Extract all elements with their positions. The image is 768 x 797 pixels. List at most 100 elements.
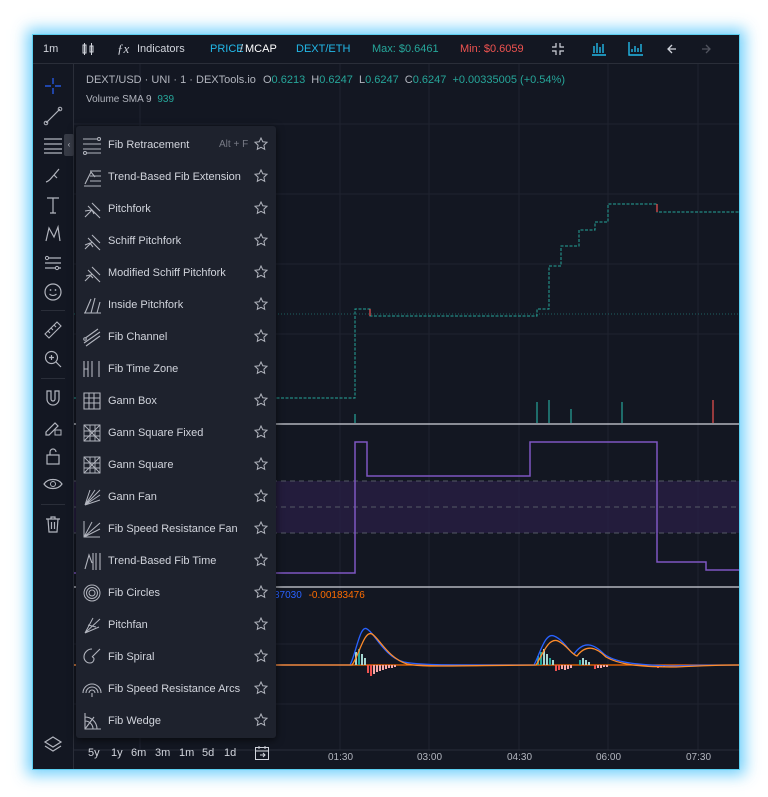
menu-item-gann-box[interactable]: Gann Box: [76, 385, 276, 417]
star-icon[interactable]: [254, 585, 268, 599]
zoom-in-icon[interactable]: [43, 349, 63, 369]
star-icon[interactable]: [254, 297, 268, 311]
candlestick-icon[interactable]: [81, 42, 95, 56]
redo-icon[interactable]: [697, 42, 711, 56]
menu-item-label: Gann Box: [108, 395, 157, 407]
fib-circles-icon: [83, 584, 101, 602]
price-change: +0.00335005 (+0.54%): [452, 74, 565, 86]
star-icon[interactable]: [254, 649, 268, 663]
indicators-icon[interactable]: ƒx: [117, 41, 130, 56]
time-tick: 03:00: [417, 752, 443, 763]
range-3m[interactable]: 3m: [155, 747, 171, 759]
volume-bars-icon[interactable]: [591, 41, 607, 56]
gann-box-icon: [83, 392, 101, 410]
star-icon[interactable]: [254, 425, 268, 439]
lock-icon[interactable]: [43, 446, 63, 466]
menu-item-fib-speed-resistance-arcs[interactable]: Fib Speed Resistance Arcs: [76, 673, 276, 705]
high-value: 0.6247: [319, 74, 353, 86]
fib-tools-icon[interactable]: [43, 135, 63, 155]
star-icon[interactable]: [254, 713, 268, 727]
menu-item-gann-square-fixed[interactable]: Gann Square Fixed: [76, 417, 276, 449]
submenu-arrow[interactable]: ‹: [64, 134, 74, 156]
menu-item-label: Modified Schiff Pitchfork: [108, 267, 226, 279]
menu-item-label: Trend-Based Fib Time: [108, 555, 217, 567]
menu-item-inside-pitchfork[interactable]: Inside Pitchfork: [76, 289, 276, 321]
star-icon[interactable]: [254, 201, 268, 215]
emoji-icon[interactable]: [43, 282, 63, 302]
menu-item-fib-spiral[interactable]: Fib Spiral: [76, 641, 276, 673]
brush-icon[interactable]: [43, 165, 63, 185]
range-5y[interactable]: 5y: [88, 747, 100, 759]
magnet-icon[interactable]: [43, 388, 63, 408]
menu-item-fib-time-zone[interactable]: Fib Time Zone: [76, 353, 276, 385]
macd-legend: 37030 -0.00183476: [274, 590, 365, 601]
star-icon[interactable]: [254, 553, 268, 567]
chart-settings-icon[interactable]: [628, 41, 644, 56]
time-axis[interactable]: 01:30 03:00 04:30 06:00 07:30: [74, 750, 739, 769]
symbol-title[interactable]: DEXT/USD · UNI · 1 · DEXTools.io: [86, 74, 256, 86]
menu-item-fib-wedge[interactable]: Fib Wedge: [76, 705, 276, 737]
star-icon[interactable]: [254, 329, 268, 343]
text-icon[interactable]: [43, 195, 63, 215]
ruler-icon[interactable]: [43, 320, 63, 340]
fib-speed-resistance-fan-icon: [83, 521, 101, 538]
menu-item-pitchfork[interactable]: Pitchfork: [76, 193, 276, 225]
star-icon[interactable]: [254, 617, 268, 631]
max-price: Max: $0.6461: [372, 43, 439, 55]
star-icon[interactable]: [254, 393, 268, 407]
menu-item-gann-square[interactable]: Gann Square: [76, 449, 276, 481]
star-icon[interactable]: [254, 681, 268, 695]
undo-icon[interactable]: [667, 42, 681, 56]
menu-item-gann-fan[interactable]: Gann Fan: [76, 481, 276, 513]
lock-drawing-icon[interactable]: [43, 417, 63, 437]
range-6m[interactable]: 6m: [131, 747, 147, 759]
range-1y[interactable]: 1y: [111, 747, 123, 759]
pitchfan-icon: [84, 617, 101, 634]
mcap-toggle[interactable]: MCAP: [245, 43, 277, 55]
price-toggle[interactable]: PRICE: [210, 43, 244, 55]
star-icon[interactable]: [254, 457, 268, 471]
menu-item-modified-schiff-pitchfork[interactable]: Modified Schiff Pitchfork: [76, 257, 276, 289]
collapse-icon[interactable]: [551, 42, 565, 56]
range-1d[interactable]: 1d: [224, 747, 237, 759]
menu-item-trend-fib-time[interactable]: Trend-Based Fib Time: [76, 545, 276, 577]
menu-item-label: Pitchfan: [108, 619, 148, 631]
eye-icon[interactable]: [43, 474, 63, 494]
open-value: 0.6213: [271, 74, 306, 86]
pattern-icon[interactable]: [43, 224, 63, 244]
toolbar-divider: [41, 378, 65, 379]
time-tick: 07:30: [686, 752, 712, 763]
layers-icon[interactable]: [43, 734, 63, 754]
interval-selector[interactable]: 1m: [43, 43, 59, 55]
menu-item-trend-fib-extension[interactable]: Trend-Based Fib Extension: [76, 161, 276, 193]
goto-date-icon[interactable]: [254, 745, 270, 761]
star-icon[interactable]: [254, 169, 268, 183]
menu-item-label: Fib Time Zone: [108, 363, 179, 375]
range-1m[interactable]: 1m: [179, 747, 195, 759]
star-icon[interactable]: [254, 233, 268, 247]
gann-fan-icon: [84, 489, 101, 506]
menu-item-fib-retracement[interactable]: Fib Retracement Alt + F: [76, 129, 276, 161]
star-icon[interactable]: [254, 489, 268, 503]
trash-icon[interactable]: [43, 514, 63, 534]
star-icon[interactable]: [254, 265, 268, 279]
menu-item-fib-circles[interactable]: Fib Circles: [76, 577, 276, 609]
star-icon[interactable]: [254, 361, 268, 375]
menu-item-fib-speed-resistance-fan[interactable]: Fib Speed Resistance Fan: [76, 513, 276, 545]
pair-toggle[interactable]: DEXT/ETH: [296, 43, 351, 55]
menu-item-fib-channel[interactable]: Fib Channel: [76, 321, 276, 353]
indicators-button[interactable]: Indicators: [137, 43, 185, 55]
crosshair-icon[interactable]: [43, 76, 63, 96]
volume-bars: [354, 400, 623, 423]
star-icon[interactable]: [254, 521, 268, 535]
menu-item-pitchfan[interactable]: Pitchfan: [76, 609, 276, 641]
price-line: [74, 203, 739, 399]
rsi-line: [74, 441, 739, 574]
volume-label[interactable]: Volume SMA 9: [86, 94, 152, 105]
menu-item-schiff-pitchfork[interactable]: Schiff Pitchfork: [76, 225, 276, 257]
prediction-icon[interactable]: [43, 253, 63, 273]
trend-line-icon[interactable]: [43, 106, 63, 126]
menu-item-label: Gann Square: [108, 459, 174, 471]
range-5d[interactable]: 5d: [202, 747, 215, 759]
star-icon[interactable]: [254, 137, 268, 151]
